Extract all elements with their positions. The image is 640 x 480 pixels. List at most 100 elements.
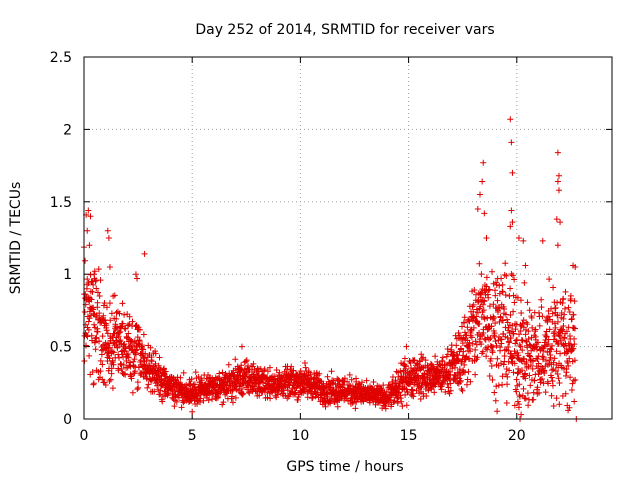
data-point <box>121 340 128 347</box>
data-point <box>222 391 229 398</box>
data-point <box>465 368 472 375</box>
data-point <box>99 376 106 383</box>
y-tick-label: 0 <box>63 412 72 428</box>
data-point <box>480 301 487 308</box>
data-point <box>555 187 562 194</box>
data-point <box>549 367 556 374</box>
data-point <box>487 355 494 362</box>
data-point <box>514 294 521 301</box>
data-point <box>109 359 116 366</box>
data-point <box>82 257 89 264</box>
data-point <box>297 367 304 374</box>
data-point <box>516 393 523 400</box>
data-point <box>524 321 531 328</box>
data-point <box>404 389 411 396</box>
data-point <box>370 379 377 386</box>
data-point <box>85 318 92 325</box>
data-point <box>163 373 170 380</box>
data-point <box>507 223 514 230</box>
data-point <box>431 389 438 396</box>
data-point <box>106 378 113 385</box>
data-point <box>461 361 468 368</box>
data-point <box>134 379 141 386</box>
data-point <box>507 311 514 318</box>
data-point <box>116 329 123 336</box>
data-point <box>465 342 472 349</box>
data-point <box>503 371 510 378</box>
data-point <box>548 374 555 381</box>
data-point <box>402 363 409 370</box>
y-tick-label: 2.5 <box>50 50 72 66</box>
data-point <box>116 310 123 317</box>
data-point <box>549 382 556 389</box>
data-point <box>249 363 256 370</box>
data-point <box>526 352 533 359</box>
data-point <box>521 355 528 362</box>
data-point <box>543 333 550 340</box>
data-point <box>546 276 553 283</box>
data-point <box>239 391 246 398</box>
data-point <box>188 376 195 383</box>
data-point <box>106 344 113 351</box>
data-point <box>497 347 504 354</box>
data-point <box>118 365 125 372</box>
data-point <box>483 353 490 360</box>
data-point <box>517 297 524 304</box>
data-point <box>472 371 479 378</box>
data-point <box>514 398 521 405</box>
data-point <box>266 390 273 397</box>
data-point <box>134 334 141 341</box>
data-point <box>178 404 185 411</box>
data-point <box>522 395 529 402</box>
data-point <box>566 308 573 315</box>
x-tick-label: 15 <box>400 428 418 444</box>
data-point <box>566 404 573 411</box>
data-point <box>562 372 569 379</box>
data-point <box>264 368 271 375</box>
data-point <box>461 369 468 376</box>
data-point <box>447 380 454 387</box>
data-point <box>401 355 408 362</box>
data-point <box>511 360 518 367</box>
data-point <box>117 361 124 368</box>
data-point <box>491 389 498 396</box>
data-point <box>503 399 510 406</box>
data-point <box>126 313 133 320</box>
data-point <box>565 362 572 369</box>
data-point <box>454 357 461 364</box>
data-point <box>229 393 236 400</box>
data-point <box>102 345 109 352</box>
data-point <box>359 379 366 386</box>
data-point <box>555 172 562 179</box>
data-point <box>456 366 463 373</box>
data-point <box>225 361 232 368</box>
data-point <box>499 281 506 288</box>
data-point <box>556 333 563 340</box>
data-point <box>439 354 446 361</box>
plot-frame <box>83 56 613 420</box>
data-point <box>529 324 536 331</box>
data-point <box>474 206 481 213</box>
data-point <box>380 382 387 389</box>
data-point <box>560 322 567 329</box>
data-point <box>508 207 515 214</box>
data-point <box>113 315 120 322</box>
data-point <box>250 360 257 367</box>
data-point <box>101 300 108 307</box>
data-point <box>511 402 518 409</box>
data-point <box>238 343 245 350</box>
data-point <box>480 159 487 166</box>
data-point <box>417 384 424 391</box>
data-point <box>107 317 114 324</box>
data-point <box>532 328 539 335</box>
data-point <box>444 380 451 387</box>
data-point <box>478 298 485 305</box>
data-point <box>542 337 549 344</box>
data-point <box>501 353 508 360</box>
data-point <box>534 339 541 346</box>
data-point <box>570 311 577 318</box>
y-tick-label: 1.5 <box>50 195 72 211</box>
data-point <box>553 348 560 355</box>
data-point <box>513 376 520 383</box>
data-point <box>461 319 468 326</box>
